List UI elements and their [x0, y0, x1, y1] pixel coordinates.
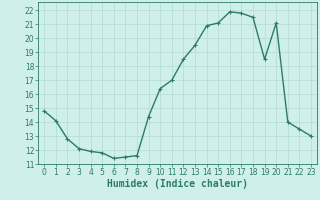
X-axis label: Humidex (Indice chaleur): Humidex (Indice chaleur)	[107, 179, 248, 189]
